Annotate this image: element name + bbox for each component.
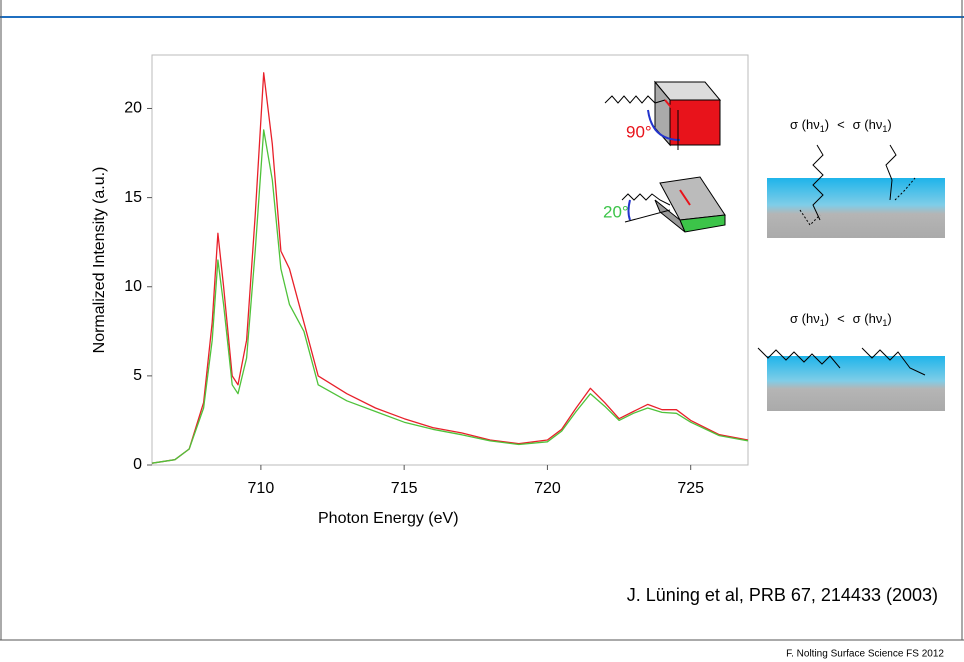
sigma-part: 1	[820, 124, 825, 134]
angle-label: 20°	[603, 202, 629, 221]
sigma-part: σ (hν	[790, 117, 820, 132]
y-tick-label: 5	[133, 367, 142, 384]
series-line	[151, 129, 749, 464]
sigma-part: σ (hν	[790, 311, 820, 326]
y-tick-label: 15	[124, 189, 142, 206]
icon-20: 20°	[603, 176, 726, 233]
citation: J. Lüning et al, PRB 67, 214433 (2003)	[627, 585, 938, 605]
sigma-part: 1	[882, 318, 887, 328]
y-tick-label: 10	[124, 278, 142, 295]
sigma-part: )	[825, 311, 829, 326]
sigma-part: )	[825, 117, 829, 132]
y-axis-label: Normalized Intensity (a.u.)	[91, 167, 108, 354]
series-line	[151, 72, 749, 464]
y-tick-label: 0	[133, 456, 142, 473]
depth-diagram	[767, 144, 945, 238]
sigma-part: )	[887, 117, 891, 132]
sigma-part: σ (hν	[853, 117, 883, 132]
sigma-part: σ (hν	[853, 311, 883, 326]
x-tick-label: 710	[248, 480, 275, 497]
sigma-part: <	[837, 117, 845, 132]
icon-90: 90°	[604, 80, 722, 150]
sigma-part: <	[837, 311, 845, 326]
footer: F. Nolting Surface Science FS 2012	[786, 649, 944, 660]
x-tick-label: 720	[534, 480, 561, 497]
sigma-part: 1	[882, 124, 887, 134]
x-axis-label: Photon Energy (eV)	[318, 510, 459, 527]
sigma-part: )	[887, 311, 891, 326]
depth-diagram	[757, 347, 945, 411]
angle-label: 90°	[626, 122, 652, 141]
plot-frame	[151, 54, 749, 466]
x-tick-label: 725	[677, 480, 704, 497]
sigma-part: 1	[820, 318, 825, 328]
sigma-relation: σ (hν1) < σ (hν1)	[790, 117, 892, 134]
sigma-relation: σ (hν1) < σ (hν1)	[790, 311, 892, 328]
y-tick-label: 20	[124, 100, 142, 117]
x-tick-label: 715	[391, 480, 418, 497]
